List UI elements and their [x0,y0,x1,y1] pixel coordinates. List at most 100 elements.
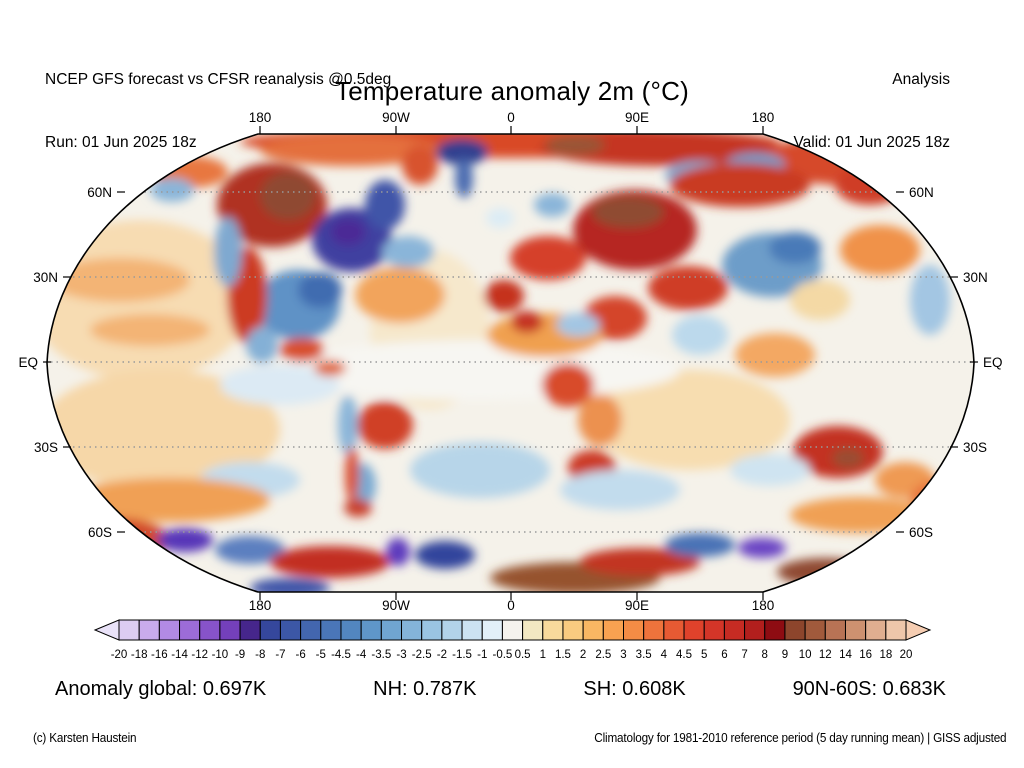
colorbar-label: 5 [701,649,707,661]
map-anomaly-blob [769,232,821,264]
colorbar-cell [320,619,342,641]
colorbar-cell [784,619,806,641]
map-anomaly-blob [670,163,810,207]
colorbar-label: -4.5 [331,649,351,661]
colorbar-cell [199,619,221,641]
colorbar-label: -16 [151,649,168,661]
map-anomaly-blob [260,172,316,220]
map-anomaly-blob [534,193,570,217]
map-anomaly-blob [90,314,210,346]
map-anomaly-blob [672,315,728,355]
colorbar-label: -9 [235,649,245,661]
colorbar-label: 18 [879,649,892,661]
axis-labels: 180 180 90W 90W 0 0 90E 90E 180 180 60N 60N 30N 30N EQ… [18,110,1002,613]
colorbar-label: 9 [782,649,788,661]
colorbar-cell [401,619,423,641]
map-anomaly-blob [270,546,390,578]
colorbar-cell [764,619,786,641]
stat-sh: SH: 0.608K [583,678,686,700]
colorbar-label: 1.5 [555,649,571,661]
colorbar-label: -1 [477,649,487,661]
colorbar-cell [582,619,604,641]
map-anomaly-blob [484,280,524,312]
colorbar-label: -18 [131,649,148,661]
colorbar-label: -3 [396,649,406,661]
map-anomaly-blob [580,548,700,576]
colorbar-label: -6 [296,649,306,661]
colorbar-label: 2.5 [595,649,611,661]
colorbar-cell [804,619,826,641]
lat-label-left: 30N [33,270,58,285]
colorbar-arrow-right [905,619,932,641]
colorbar-cell [663,619,685,641]
colorbar-cell [643,619,665,641]
lon-label-top: 180 [249,110,272,125]
map-anomaly-blob [832,448,864,468]
map-anomaly-blob [214,217,242,287]
map-anomaly-blob [840,225,920,275]
colorbar-cell [441,619,463,641]
colorbar-label: -5 [316,649,326,661]
colorbar-label: 10 [799,649,812,661]
latitude-gridlines [47,191,974,533]
map-anomaly-blob [365,180,405,230]
map-anomaly-blob [150,178,194,202]
colorbar-label: -12 [191,649,208,661]
colorbar-label: 2 [580,649,586,661]
stat-global: Anomaly global: 0.697K [55,678,267,700]
map-anomaly-blob [592,196,664,228]
colorbar-label: -14 [171,649,188,661]
map-anomaly-blob [260,134,440,166]
map-anomaly-blob [50,258,190,302]
colorbar-label: -7 [275,649,285,661]
colorbar-label: -10 [212,649,229,661]
colorbar-cell [461,619,483,641]
lat-label-left: 60N [87,185,112,200]
colorbar-cell [158,619,181,641]
colorbar-cell [824,619,846,641]
colorbar-cell [481,619,503,641]
colorbar-cell [744,619,766,641]
map-anomaly-blob [455,158,473,198]
map-anomaly-blob [70,478,270,522]
map-anomaly-blob [330,218,366,246]
colorbar-label: 4.5 [676,649,692,661]
colorbar-label: -8 [255,649,265,661]
lon-label-bottom: 180 [752,598,775,613]
climatology-note: Climatology for 1981-2010 reference peri… [593,731,1006,745]
colorbar-cell [885,619,907,641]
map-anomaly-blob [540,134,780,166]
colorbar-label: 3 [620,649,626,661]
lat-label-right: 30N [963,270,988,285]
colorbar-label: 6 [721,649,727,661]
map-anomaly-blob [314,360,346,376]
lon-label-top: 90E [625,110,649,125]
colorbar-label: 14 [839,649,852,661]
colorbar-cell [380,619,403,641]
lat-label-left: EQ [18,355,38,370]
lat-label-left: 30S [34,440,58,455]
map-anomaly-blob [556,313,600,337]
map-anomaly-blob [578,394,622,446]
colorbar-label: 7 [741,649,747,661]
lon-label-top: 90W [382,110,410,125]
analysis-label: Analysis [892,71,950,88]
map-anomaly-blob [220,365,340,405]
colorbar-label: 4 [661,649,668,661]
map-anomaly-blob [735,333,815,377]
colorbar-label: 0.5 [515,649,531,661]
map-anomaly-blob [402,145,438,185]
map-anomaly-blob [545,135,605,155]
colorbar-cell [683,619,705,641]
colorbar-cell [179,619,201,641]
map-anomaly-blob [250,578,330,592]
model-title: NCEP GFS forecast vs CFSR reanalysis @0.… [45,71,392,88]
lon-label-bottom: 90E [625,598,649,613]
colorbar-cell [340,619,362,641]
colorbar-cell [279,619,302,641]
map-anomaly-blob [280,338,324,362]
lat-label-right: 60S [909,525,933,540]
lon-label-top: 0 [507,110,515,125]
